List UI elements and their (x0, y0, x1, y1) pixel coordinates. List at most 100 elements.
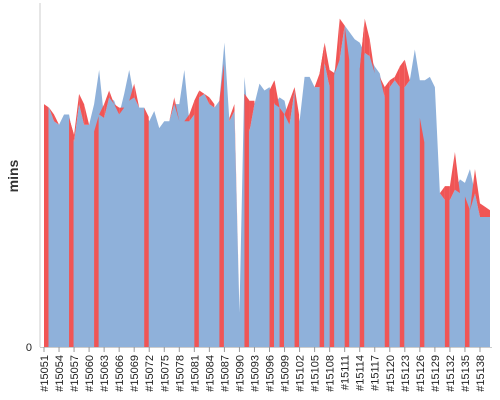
red-area-segment (174, 97, 180, 122)
red-area-strip (319, 45, 325, 348)
red-area-segment (199, 90, 205, 98)
red-area-strip (359, 23, 365, 348)
red-area-segment (484, 206, 490, 218)
x-axis-ticks: #15051 #15054 #15057 #15060 #15063 #15066 #150… (39, 347, 487, 392)
red-area-segment (479, 203, 485, 218)
red-area-strip (194, 91, 199, 347)
red-area-segment (329, 69, 335, 88)
x-tick-label: #15063 (99, 355, 111, 392)
x-tick-label: #15093 (249, 355, 261, 392)
x-tick-label: #15114 (355, 355, 367, 391)
red-area-segment (339, 18, 345, 60)
y-axis-ticks: 0 (26, 342, 32, 354)
x-tick-label: #15108 (325, 355, 337, 392)
red-area-segment (404, 59, 410, 88)
y-tick-label: 0 (26, 342, 32, 354)
x-tick-label: #15090 (234, 355, 246, 392)
x-tick-label: #15087 (219, 355, 231, 392)
x-tick-label: #15132 (445, 355, 457, 392)
red-area-segment (454, 152, 460, 194)
red-area-segment (449, 152, 455, 200)
red-area-strip (44, 104, 49, 348)
red-area-segment (364, 18, 370, 57)
red-area-strip (329, 69, 335, 347)
red-area-segment (274, 80, 280, 108)
red-area-segment (189, 100, 195, 122)
red-area-segment (244, 93, 250, 132)
red-area-segment (249, 100, 255, 132)
x-tick-label: #15078 (174, 355, 186, 392)
x-tick-label: #15084 (204, 355, 216, 392)
x-tick-label: #15066 (114, 355, 126, 392)
red-area-segment (399, 59, 405, 88)
red-area-strip (399, 60, 405, 348)
red-area-segment (204, 93, 210, 105)
red-area-segment (469, 169, 475, 211)
red-area-segment (439, 186, 445, 200)
red-area-segment (99, 104, 105, 118)
x-tick-label: #15123 (400, 355, 412, 392)
x-tick-label: #15129 (430, 355, 442, 392)
x-tick-label: #15069 (129, 355, 141, 392)
red-area-strip (279, 107, 285, 347)
red-area-strip (464, 196, 470, 347)
red-area-segment (474, 169, 480, 218)
red-area-segment (169, 97, 175, 122)
x-tick-label: #15111 (340, 355, 352, 390)
red-area-strip (444, 186, 450, 347)
red-area-segment (49, 107, 55, 122)
x-tick-label: #15120 (385, 355, 397, 392)
x-tick-label: #15105 (310, 355, 322, 392)
x-tick-label: #15081 (189, 355, 201, 392)
red-area-segment (194, 90, 200, 115)
red-area-strip (269, 81, 275, 347)
red-area-segment (369, 39, 375, 74)
red-area-segment (74, 93, 80, 142)
x-tick-label: #15099 (280, 355, 292, 392)
red-area-strip (94, 116, 99, 347)
y-axis-title: mins (5, 159, 21, 192)
red-area-segment (209, 97, 215, 108)
red-area-segment (129, 83, 135, 101)
x-tick-label: #15057 (69, 355, 81, 392)
red-area-segment (359, 18, 365, 70)
red-area-segment (284, 100, 290, 125)
axes (39, 3, 492, 348)
red-area-segment (104, 90, 110, 118)
red-area-segment (54, 114, 60, 125)
red-area-segment (69, 117, 75, 142)
red-area-segment (289, 87, 295, 125)
x-tick-label: #15096 (265, 355, 277, 392)
red-area-strip (294, 87, 300, 347)
red-area-segment (379, 76, 385, 98)
red-area-strip (344, 25, 350, 348)
red-area-segment (79, 93, 85, 125)
red-area-segment (269, 80, 275, 105)
red-area-strip (384, 80, 390, 347)
red-area-strip (219, 63, 224, 348)
red-area-segment (109, 90, 115, 105)
x-tick-label: #15117 (370, 355, 382, 391)
red-area-segment (134, 83, 140, 108)
red-area-segment (389, 76, 395, 88)
red-area-segment (229, 104, 235, 122)
x-tick-label: #15075 (159, 355, 171, 392)
plot-area (44, 18, 490, 348)
red-area-segment (84, 104, 90, 125)
red-area-segment (334, 18, 340, 74)
x-tick-label: #15126 (415, 355, 427, 392)
red-area-segment (119, 107, 125, 115)
red-area-strip (69, 117, 74, 347)
x-tick-label: #15054 (54, 355, 66, 392)
x-tick-label: #15072 (144, 355, 156, 392)
red-area-strip (144, 107, 149, 347)
red-area-segment (314, 73, 320, 88)
red-area-segment (394, 66, 400, 88)
x-tick-label: #15051 (39, 355, 51, 392)
area-series-blue (44, 25, 490, 348)
red-area-segment (444, 186, 450, 200)
red-area-segment (324, 42, 330, 88)
red-area-strip (419, 117, 425, 347)
red-area-strip (244, 93, 249, 347)
